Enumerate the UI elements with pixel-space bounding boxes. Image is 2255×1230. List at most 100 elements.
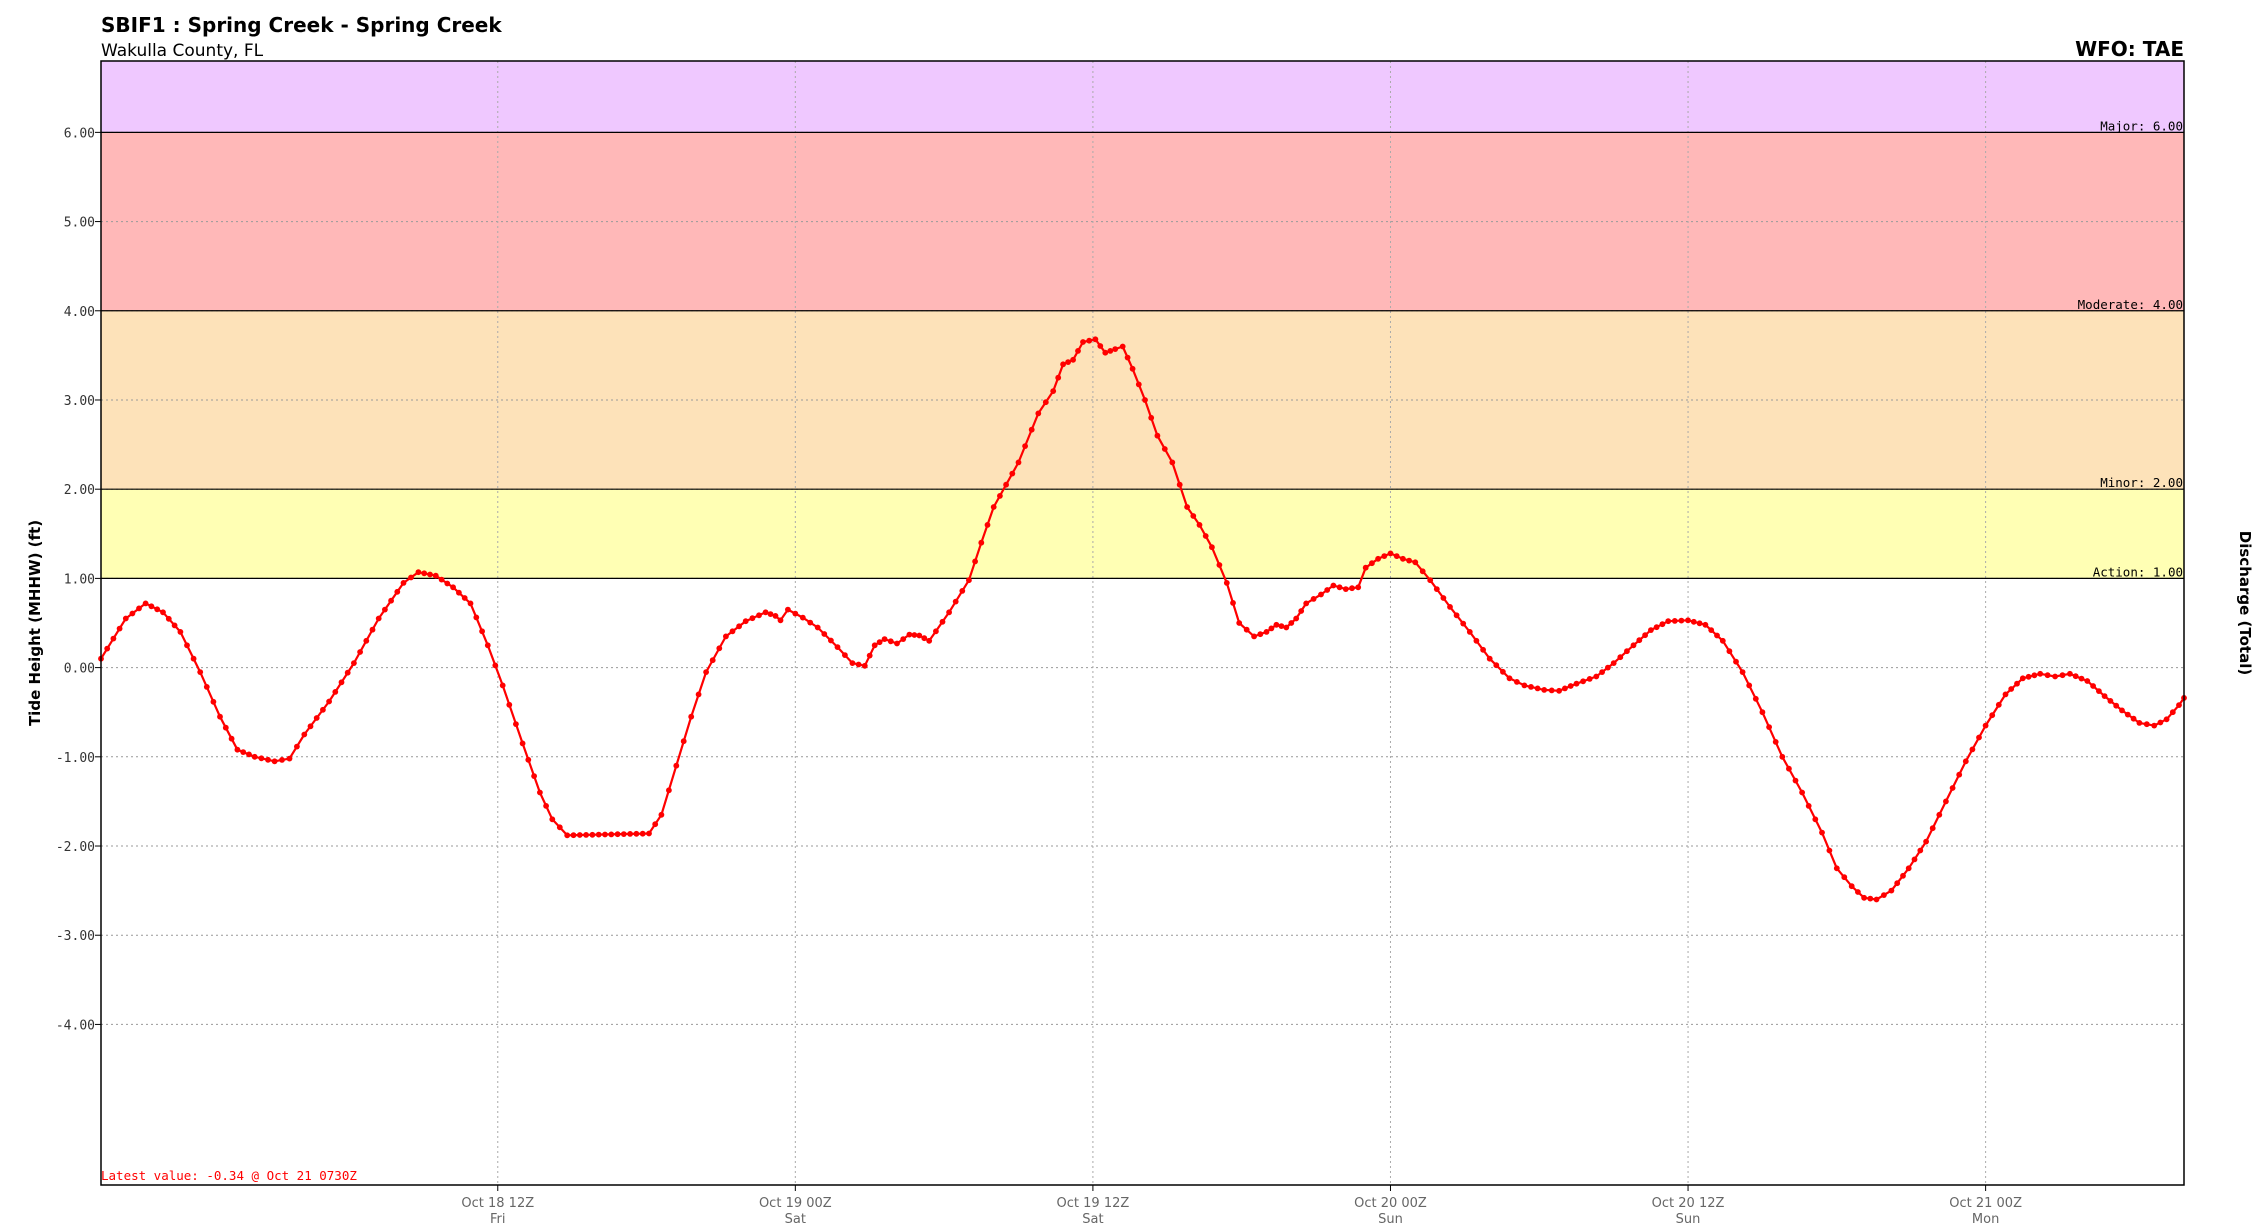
series-observed: [98, 336, 2187, 903]
data-point: [1375, 555, 1381, 562]
data-point: [1855, 889, 1861, 895]
data-point: [369, 626, 376, 633]
data-point: [1580, 678, 1586, 685]
data-point: [197, 669, 204, 675]
data-point: [1534, 685, 1541, 692]
data-point: [866, 652, 873, 659]
data-point: [1714, 632, 1720, 639]
data-point: [394, 588, 401, 595]
data-point: [946, 609, 952, 616]
data-point: [415, 569, 422, 576]
data-point: [1506, 675, 1513, 682]
data-point: [301, 731, 308, 738]
data-point: [652, 821, 659, 828]
data-point: [1923, 838, 1929, 845]
data-point: [1342, 586, 1349, 592]
data-point: [351, 660, 357, 666]
data-point: [772, 613, 779, 619]
data-point: [1648, 627, 1654, 633]
data-point: [1746, 682, 1753, 689]
data-point: [1318, 591, 1324, 598]
data-point: [2014, 680, 2020, 687]
data-point: [1466, 629, 1473, 635]
data-point: [1599, 669, 1605, 675]
data-point: [357, 649, 363, 655]
data-point: [1995, 701, 2002, 708]
data-point: [286, 755, 293, 762]
data-point: [1500, 668, 1506, 675]
data-point: [444, 580, 451, 587]
data-point: [1453, 612, 1460, 619]
data-point: [807, 619, 814, 626]
data-point: [222, 724, 229, 731]
data-point: [375, 615, 382, 622]
y-tick-label: -3.00: [56, 929, 95, 944]
data-point: [1929, 825, 1936, 832]
x-tick-day: Sun: [1676, 1212, 1701, 1227]
threshold-label-major: Major: 6.00: [2100, 118, 2183, 133]
data-point: [1493, 662, 1500, 669]
data-point: [1184, 504, 1190, 510]
data-point: [332, 689, 339, 695]
data-point: [519, 740, 526, 747]
data-point: [1792, 777, 1799, 784]
data-point: [799, 614, 806, 621]
data-point: [1196, 522, 1203, 528]
x-tick-label: Oct 19 12Z: [1057, 1196, 1130, 1211]
data-point: [432, 572, 439, 579]
data-point: [2037, 670, 2044, 677]
data-point: [639, 830, 646, 837]
data-point: [1154, 432, 1161, 439]
data-point: [1976, 734, 1982, 741]
data-point: [709, 657, 716, 664]
data-point: [916, 632, 923, 639]
x-tick-day: Fri: [490, 1212, 506, 1227]
data-point: [110, 635, 117, 642]
data-point: [1190, 513, 1197, 519]
data-point: [1387, 550, 1394, 557]
data-point: [473, 614, 480, 621]
data-point: [1949, 785, 1956, 791]
data-point: [2107, 698, 2114, 704]
data-point: [1042, 399, 1049, 406]
data-point: [1336, 584, 1343, 591]
data-point: [688, 713, 695, 720]
band-major: [101, 61, 2184, 133]
data-point: [1086, 337, 1093, 344]
data-point: [1900, 872, 1906, 879]
data-point: [2059, 672, 2066, 679]
data-point: [537, 789, 543, 796]
data-point: [1702, 621, 1709, 628]
data-point: [1176, 481, 1183, 488]
data-point: [1009, 470, 1016, 477]
data-point: [646, 830, 652, 837]
data-point: [703, 669, 709, 675]
data-point: [984, 522, 991, 528]
data-point: [1696, 620, 1703, 627]
data-point: [1617, 654, 1624, 661]
data-point: [570, 832, 577, 839]
data-point: [576, 832, 583, 838]
data-point: [217, 713, 223, 720]
data-point: [1447, 604, 1453, 610]
data-point: [1129, 365, 1136, 372]
data-point: [1733, 658, 1739, 665]
data-point: [2025, 673, 2032, 680]
threshold-label-minor: Minor: 2.00: [2100, 475, 2183, 490]
data-point: [1107, 348, 1114, 354]
data-point: [716, 645, 723, 652]
data-point: [1894, 880, 1901, 887]
data-point: [2157, 719, 2164, 726]
data-point: [499, 682, 506, 689]
data-point: [240, 749, 247, 755]
data-point: [767, 611, 774, 617]
data-point: [1759, 709, 1766, 716]
data-point: [1324, 587, 1331, 593]
data-point: [265, 756, 271, 763]
data-point: [1330, 582, 1337, 589]
data-point: [2090, 683, 2097, 689]
data-point: [1528, 684, 1534, 690]
plot-frame: [100, 60, 2185, 1186]
